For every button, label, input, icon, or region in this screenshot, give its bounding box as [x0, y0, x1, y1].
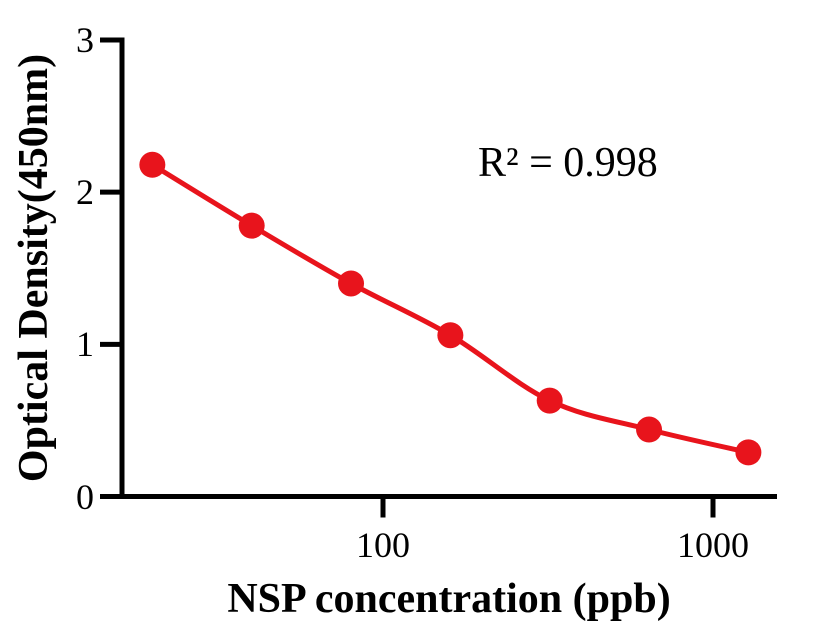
y-tick-label: 0	[76, 476, 94, 517]
data-point-marker	[338, 270, 365, 297]
y-tick-label: 3	[76, 20, 94, 60]
fit-curve	[151, 162, 749, 455]
y-axis-title: Optical Density(450nm)	[11, 53, 57, 483]
data-point-marker	[636, 416, 663, 443]
x-tick-label: 100	[356, 525, 410, 565]
data-point-marker	[437, 322, 464, 349]
r-squared-annotation: R² = 0.998	[478, 140, 658, 186]
data-point-marker	[139, 151, 166, 178]
data-point-marker	[536, 387, 563, 414]
x-tick-label: 1000	[677, 525, 749, 565]
x-axis-title: NSP concentration (ppb)	[227, 576, 671, 622]
y-tick-label: 1	[76, 324, 94, 365]
y-tick-label: 2	[76, 172, 94, 213]
data-point-marker	[238, 212, 265, 239]
data-point-marker	[735, 439, 762, 466]
